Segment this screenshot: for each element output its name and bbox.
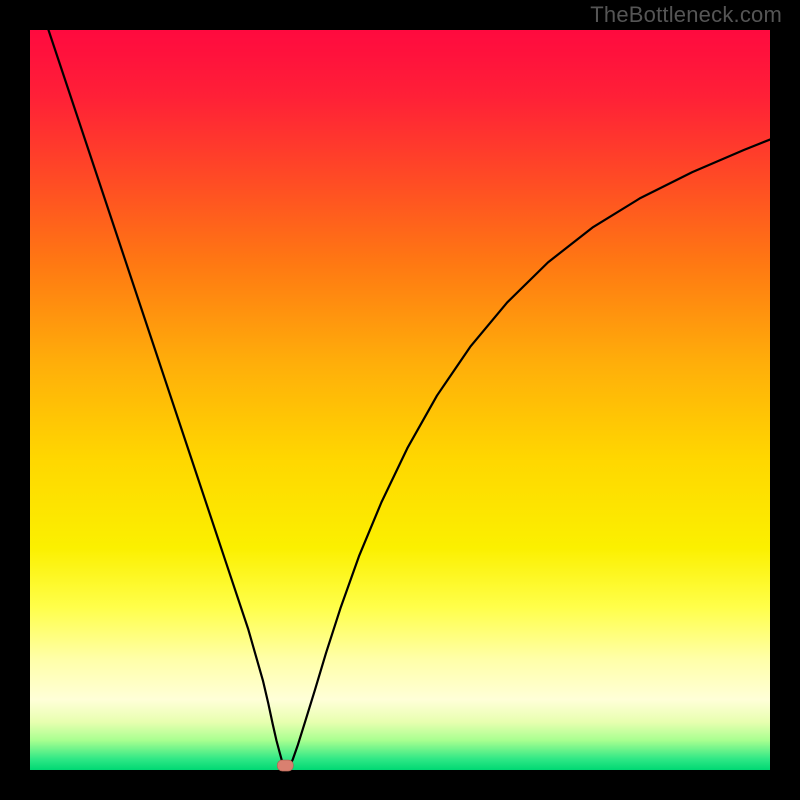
minimum-marker [277,760,293,771]
bottleneck-chart [0,0,800,800]
chart-container: TheBottleneck.com [0,0,800,800]
plot-background [30,30,770,770]
